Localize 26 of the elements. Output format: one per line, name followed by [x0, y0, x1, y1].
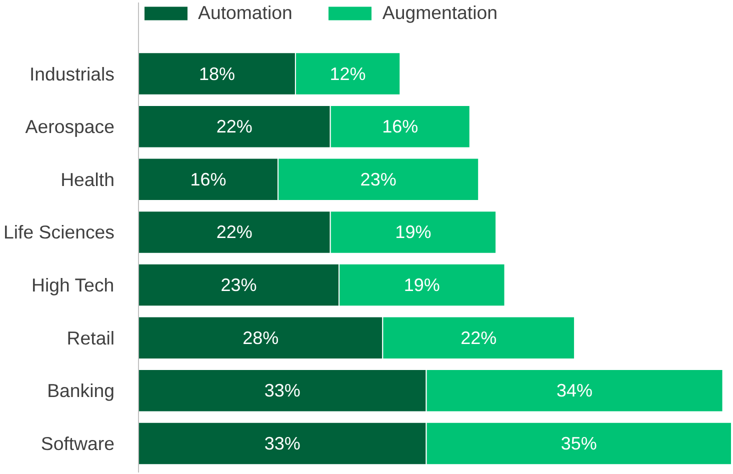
y-tick-label: Life Sciences	[4, 222, 115, 243]
data-label: 12%	[330, 64, 366, 84]
data-label: 22%	[216, 222, 252, 242]
data-label: 22%	[460, 328, 497, 348]
data-label: 19%	[395, 222, 432, 242]
data-label: 35%	[560, 433, 597, 454]
y-tick-label: High Tech	[32, 274, 114, 296]
data-label: 33%	[264, 433, 300, 454]
data-label: 22%	[216, 116, 252, 137]
data-label: 34%	[556, 380, 593, 401]
data-label: 28%	[242, 328, 279, 348]
data-label: 19%	[404, 275, 440, 296]
data-label: 23%	[220, 275, 257, 296]
data-label: 33%	[264, 380, 300, 401]
data-label: 18%	[198, 64, 236, 84]
legend-label: Augmentation	[382, 2, 498, 24]
y-tick-label: Banking	[47, 380, 114, 402]
y-tick-label: Industrials	[29, 63, 115, 84]
legend-label: Automation	[198, 2, 292, 24]
y-tick-label: Health	[60, 168, 115, 190]
data-label: 23%	[360, 169, 396, 190]
y-tick-label: Software	[40, 432, 114, 454]
data-label: 16%	[382, 116, 418, 137]
y-tick-label: Aerospace	[25, 116, 115, 138]
data-label: 16%	[190, 169, 226, 190]
y-tick-label: Retail	[66, 327, 115, 348]
